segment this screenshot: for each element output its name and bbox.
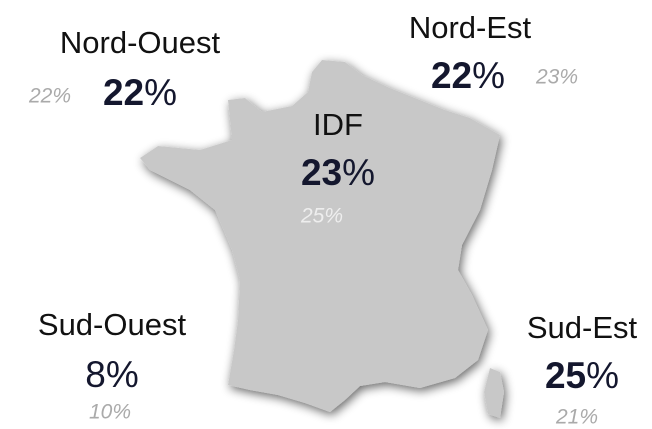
share-value: 25 bbox=[545, 355, 586, 396]
share-value: 22 bbox=[103, 72, 144, 113]
share-unit: % bbox=[342, 152, 375, 193]
previous-share: 25% bbox=[300, 205, 343, 228]
region-share: 22% bbox=[431, 55, 505, 96]
region-name: Sud-Est bbox=[527, 310, 638, 345]
region-name: Nord-Ouest bbox=[60, 25, 221, 60]
region-share: 22% bbox=[103, 72, 177, 113]
share-unit: % bbox=[144, 72, 177, 113]
region-share: 23% bbox=[301, 152, 375, 193]
previous-share: 23% bbox=[535, 66, 578, 89]
share-unit: % bbox=[106, 354, 139, 395]
share-unit: % bbox=[472, 55, 505, 96]
share-value: 22 bbox=[431, 55, 472, 96]
region-share: 25% bbox=[545, 355, 619, 396]
previous-share: 21% bbox=[555, 406, 598, 429]
france-shape bbox=[140, 60, 504, 418]
region-name: IDF bbox=[313, 107, 363, 142]
previous-share: 10% bbox=[89, 401, 131, 424]
region-name: Nord-Est bbox=[409, 10, 532, 45]
share-value: 8 bbox=[85, 354, 106, 395]
share-value: 23 bbox=[301, 152, 342, 193]
region-name: Sud-Ouest bbox=[38, 307, 187, 342]
share-unit: % bbox=[586, 355, 619, 396]
region-share: 8% bbox=[85, 354, 138, 395]
previous-share: 22% bbox=[28, 85, 71, 108]
